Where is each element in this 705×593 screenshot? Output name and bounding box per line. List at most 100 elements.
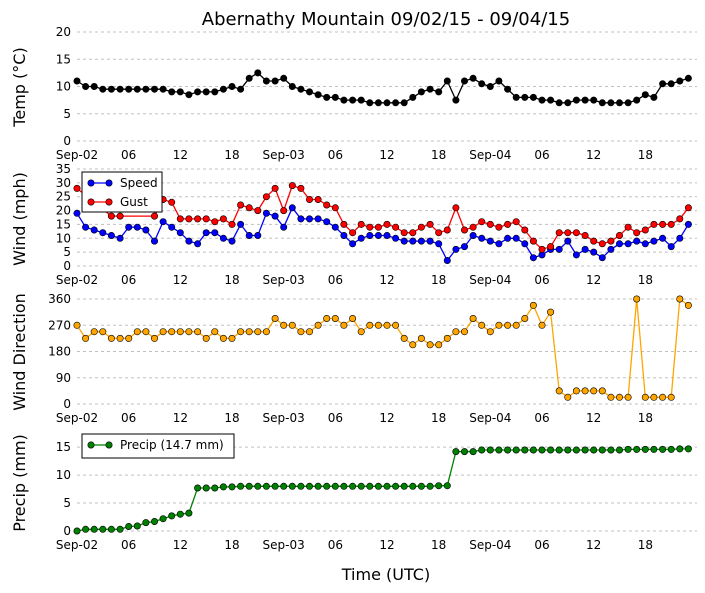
data-point: [529, 254, 537, 262]
data-point: [374, 321, 382, 329]
data-point: [572, 229, 580, 237]
data-point: [633, 229, 641, 237]
x-tick-label: 12: [586, 273, 601, 287]
data-point: [211, 229, 219, 237]
data-point: [392, 321, 400, 329]
data-point: [176, 229, 184, 237]
data-point: [366, 99, 374, 107]
data-point: [538, 321, 546, 329]
data-point: [504, 85, 512, 93]
data-point: [211, 328, 219, 336]
data-point: [383, 482, 391, 490]
data-point: [331, 314, 339, 322]
x-tick-label: 12: [173, 148, 188, 162]
legend-box: [81, 171, 163, 213]
data-point: [624, 223, 632, 231]
data-point: [426, 85, 434, 93]
data-point: [598, 446, 606, 454]
x-tick-label: 06: [121, 411, 136, 425]
x-tick-label: Sep-02: [56, 411, 98, 425]
data-point: [245, 232, 253, 240]
data-point: [194, 88, 202, 96]
y-tick-label: 20: [56, 204, 71, 218]
y-tick-label: 0: [63, 259, 71, 273]
data-point: [659, 80, 667, 88]
data-point: [202, 215, 210, 223]
data-point: [443, 226, 451, 234]
data-point: [460, 226, 468, 234]
data-point: [349, 229, 357, 237]
data-point: [417, 482, 425, 490]
data-point: [202, 334, 210, 342]
data-point: [254, 328, 262, 336]
data-point: [331, 482, 339, 490]
data-point: [176, 88, 184, 96]
data-point: [607, 245, 615, 253]
data-point: [676, 445, 684, 453]
data-point: [633, 445, 641, 453]
y-tick-label: 35: [56, 162, 71, 176]
data-point: [185, 91, 193, 99]
x-tick-label: 18: [638, 148, 653, 162]
data-point: [90, 328, 98, 336]
data-point: [590, 96, 598, 104]
data-point: [607, 446, 615, 454]
data-point: [684, 445, 692, 453]
data-point: [254, 482, 262, 490]
data-point: [73, 321, 81, 329]
data-point: [615, 446, 623, 454]
x-tick-label: 12: [586, 148, 601, 162]
x-tick-label: Sep-04: [469, 411, 511, 425]
data-point: [151, 517, 159, 525]
data-point: [357, 482, 365, 490]
data-point: [426, 237, 434, 245]
data-point: [116, 334, 124, 342]
data-point: [555, 387, 563, 395]
data-point: [340, 321, 348, 329]
data-point: [116, 212, 124, 220]
y-axis-label: Wind Direction: [10, 293, 29, 411]
data-point: [73, 209, 81, 217]
data-point: [641, 393, 649, 401]
data-point: [538, 245, 546, 253]
data-point: [435, 240, 443, 248]
data-point: [168, 512, 176, 520]
data-point: [521, 446, 529, 454]
data-point: [219, 334, 227, 342]
data-point: [469, 232, 477, 240]
data-point: [650, 237, 658, 245]
data-point: [590, 237, 598, 245]
data-point: [478, 446, 486, 454]
data-point: [297, 328, 305, 336]
data-point: [349, 314, 357, 322]
data-point: [90, 83, 98, 91]
data-point: [564, 446, 572, 454]
data-point: [323, 314, 331, 322]
data-point: [357, 328, 365, 336]
data-point: [159, 218, 167, 226]
data-point: [202, 484, 210, 492]
data-point: [495, 321, 503, 329]
data-point: [512, 218, 520, 226]
data-point: [521, 240, 529, 248]
data-point: [374, 482, 382, 490]
data-point: [512, 446, 520, 454]
data-point: [99, 85, 107, 93]
x-tick-label: 06: [534, 411, 549, 425]
data-point: [254, 207, 262, 215]
panel-precip: 0 5 10 15 Precip (mm) Sep-02 06 12 18 Sep-03 06 12 1…: [10, 433, 697, 552]
data-point: [340, 482, 348, 490]
x-tick-label: 12: [379, 273, 394, 287]
data-point: [504, 321, 512, 329]
legend-marker: [87, 198, 95, 206]
data-point: [392, 482, 400, 490]
data-point: [366, 223, 374, 231]
data-point: [538, 96, 546, 104]
data-point: [323, 482, 331, 490]
data-point: [297, 184, 305, 192]
data-point: [521, 93, 529, 101]
data-point: [409, 237, 417, 245]
data-point: [590, 387, 598, 395]
data-point: [650, 93, 658, 101]
x-tick-label: 12: [173, 411, 188, 425]
